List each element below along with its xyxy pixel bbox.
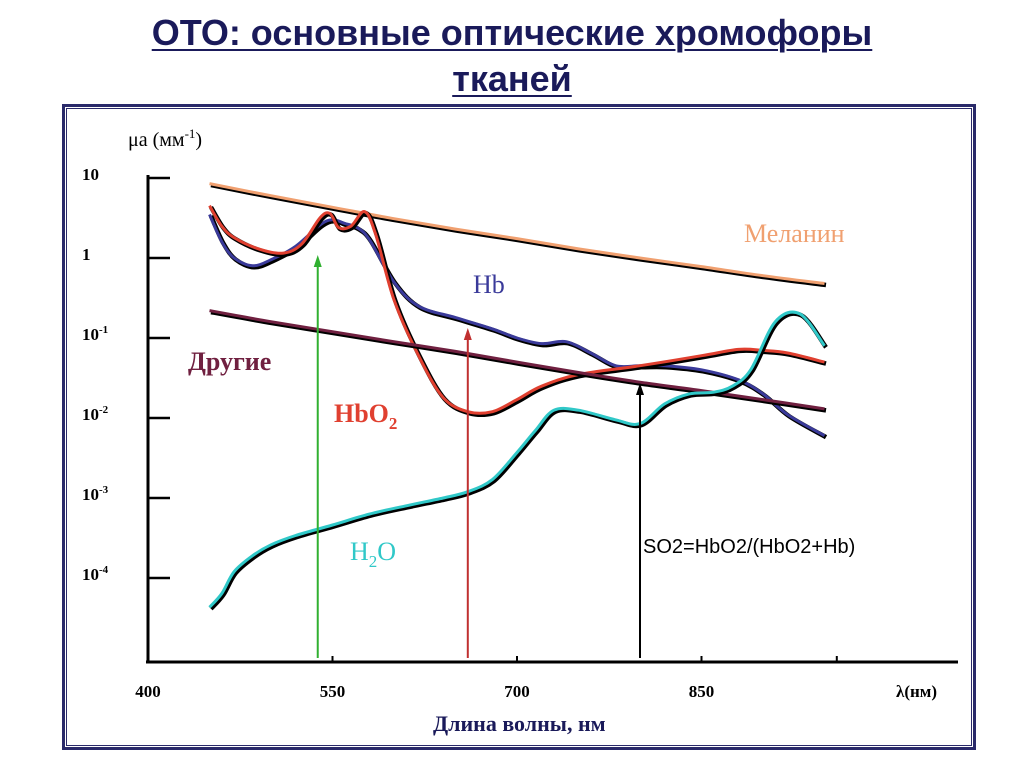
series-lines xyxy=(208,182,828,611)
y-tick-label-5: 10-4 xyxy=(82,564,109,584)
series-label-hb: Hb xyxy=(473,270,505,299)
axes xyxy=(146,175,958,664)
series-label-melanin: Меланин xyxy=(744,219,845,248)
chart-frame xyxy=(62,104,976,750)
y-tick-label-4: 10-3 xyxy=(82,484,109,504)
x-tick-label-0: 400 xyxy=(135,682,161,701)
series-line-0 xyxy=(209,182,825,285)
arrow-head-0 xyxy=(313,255,322,267)
title-line-2: тканей xyxy=(452,58,572,99)
annotation-arrows xyxy=(313,255,644,658)
y-tick-label-0: 10 xyxy=(82,165,99,184)
x-tick-label-2: 700 xyxy=(504,682,530,701)
x-axis-label: Длина волны, нм xyxy=(433,711,606,736)
series-line-2 xyxy=(208,204,825,415)
y-tick-label-1: 1 xyxy=(82,245,91,264)
title-line-1: ОТО: основные оптические хромофоры xyxy=(151,12,873,53)
x-tick-label-3: 850 xyxy=(689,682,715,701)
series-shadow-4 xyxy=(209,311,828,611)
arrow-head-2 xyxy=(636,383,644,395)
series-label-h2o: H2O xyxy=(350,537,396,571)
so2-formula: SO2=HbO2/(HbO2+Hb) xyxy=(643,536,855,558)
y-ticks: 10 1 10-1 10-2 10-3 10-4 xyxy=(82,165,170,584)
series-label-other: Другие xyxy=(188,347,271,376)
series-label-hbo2: HbO2 xyxy=(334,399,397,433)
arrow-head-1 xyxy=(463,328,472,340)
page-title: ОТО: основные оптические хромофоры ткане… xyxy=(0,10,1024,102)
y-tick-label-2: 10-1 xyxy=(82,324,108,344)
chart-frame-inner xyxy=(66,108,972,746)
x-tick-label-1: 550 xyxy=(320,682,346,701)
series-line-3 xyxy=(209,309,825,411)
y-axis-label: μa (мм-1) xyxy=(128,126,202,151)
y-tick-label-3: 10-2 xyxy=(82,404,109,424)
x-ticks: 400 550 700 850 xyxy=(135,656,838,701)
x-unit-label: λ(нм) xyxy=(896,682,937,701)
series-line-4 xyxy=(208,310,826,609)
